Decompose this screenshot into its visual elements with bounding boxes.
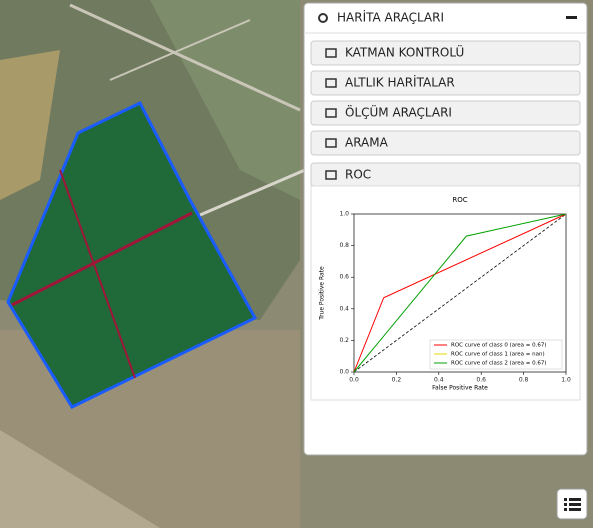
- menu-button[interactable]: [310, 100, 581, 126]
- roc-chart: ROC False Positive Rate True Positive Rate…: [319, 196, 571, 392]
- x-axis-label: False Positive Rate: [432, 385, 488, 392]
- menu-icon: [325, 138, 337, 148]
- chance-line: [353, 213, 567, 373]
- gear-icon: [318, 13, 328, 23]
- y-tick-label: 0.0: [339, 369, 349, 376]
- menu-label: ÖLÇÜM ARAÇLARI: [345, 104, 452, 120]
- menu-icon: [325, 108, 337, 118]
- menu-label: KATMAN KONTROLÜ: [345, 44, 464, 60]
- menu-label: ALTLIK HARİTALAR: [345, 75, 455, 90]
- panel-title: HARİTA ARAÇLARI: [337, 10, 444, 25]
- roc-line: [353, 213, 567, 373]
- legend-label: ROC curve of class 0 (area = 0.67): [451, 343, 547, 349]
- menu-icon: [325, 48, 337, 58]
- menu-button[interactable]: [310, 40, 581, 66]
- menu: KATMAN KONTROLÜ ALTLIK HARİTALAR ÖLÇÜM ARA…: [310, 40, 581, 187]
- y-tick-label: 1.0: [339, 211, 349, 218]
- plot-frame: [353, 213, 567, 373]
- x-tick-label: 0.6: [476, 377, 486, 384]
- y-tick-label: 0.8: [339, 242, 349, 249]
- menu-button[interactable]: [310, 130, 581, 156]
- roc-line: [353, 213, 567, 373]
- x-tick-label: 0.0: [349, 377, 359, 384]
- legend-label: ROC curve of class 2 (area = 0.67): [451, 361, 547, 367]
- x-tick-label: 1.0: [561, 377, 571, 384]
- menu-icon: [325, 170, 337, 180]
- menu-button[interactable]: [310, 70, 581, 96]
- menu-icon: [325, 78, 337, 88]
- chart-title: ROC: [452, 196, 467, 204]
- collapse-button[interactable]: [566, 16, 577, 19]
- x-tick-label: 0.2: [392, 377, 402, 384]
- list-icon: [564, 498, 581, 511]
- legend-label: ROC curve of class 1 (area = nan): [451, 352, 545, 358]
- y-tick-label: 0.4: [339, 305, 349, 312]
- menu-label: ROC: [345, 168, 371, 182]
- menu-label: ARAMA: [345, 136, 389, 150]
- y-axis-label: True Positive Rate: [319, 266, 326, 321]
- y-tick-label: 0.2: [339, 337, 349, 344]
- x-tick-label: 0.8: [519, 377, 529, 384]
- y-tick-label: 0.6: [339, 274, 349, 281]
- legend-box: [429, 339, 563, 370]
- x-tick-label: 0.4: [434, 377, 444, 384]
